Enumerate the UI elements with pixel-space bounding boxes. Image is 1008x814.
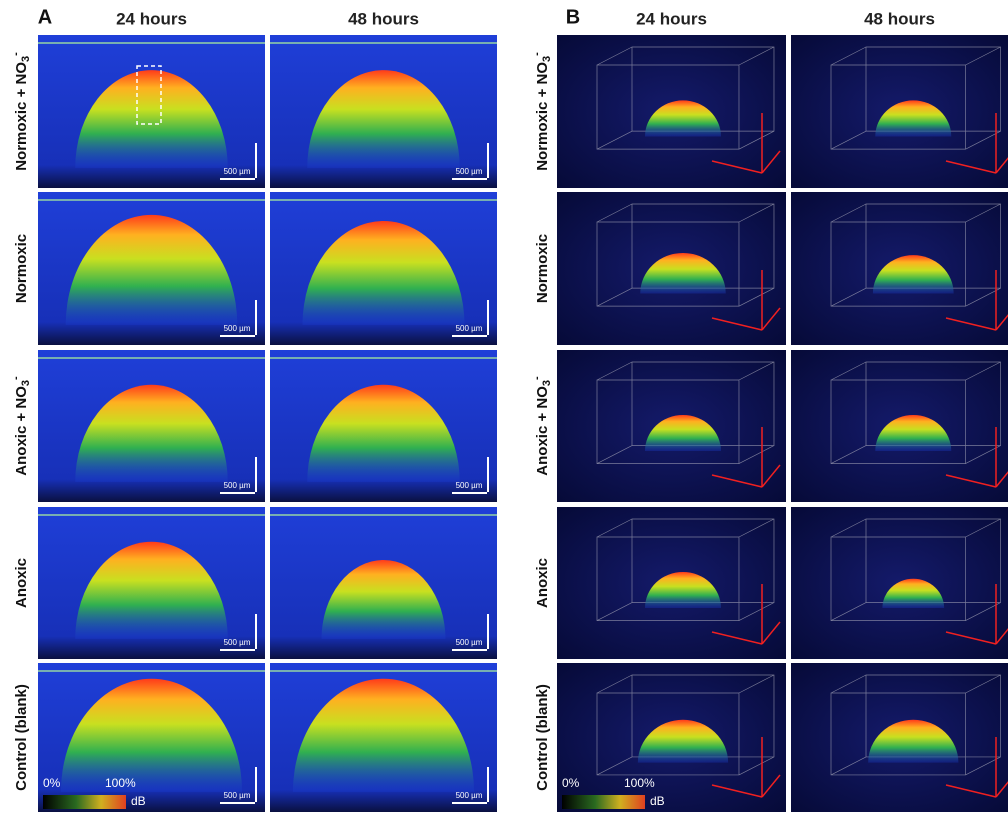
image-panel [557, 663, 786, 812]
scale-bar-label: 500 µm [456, 481, 483, 490]
scale-bar-label: 500 µm [456, 791, 483, 800]
colorbar-max: 100% [624, 776, 655, 790]
scale-bar-v [255, 767, 257, 802]
scale-bar-label: 500 µm [224, 324, 251, 333]
row-label-sup: - [10, 52, 22, 56]
row-label: Normoxic + NO3- [10, 52, 32, 171]
row-label: Normoxic [13, 234, 30, 303]
scale-bar-v [255, 300, 257, 335]
image-panel [791, 350, 1008, 502]
image-panel [557, 507, 786, 659]
panel-label: B [566, 6, 580, 28]
image-panel: 500 µm [38, 35, 265, 188]
row-label: Control (blank) [534, 684, 551, 791]
column-header: 24 hours [636, 9, 707, 28]
image-panel: 500 µm [270, 507, 497, 659]
image-panel [557, 35, 786, 188]
image-panel [557, 192, 786, 345]
scale-bar-label: 500 µm [224, 638, 251, 647]
image-panel [791, 507, 1008, 659]
panel-label: A [38, 6, 52, 28]
scale-bar-label: 500 µm [456, 324, 483, 333]
scale-bar-v [487, 457, 489, 492]
scale-bar-label: 500 µm [456, 638, 483, 647]
row-label-text: Normoxic [13, 234, 30, 303]
row-label-text: Normoxic + NO [534, 62, 551, 171]
row-label-text: Control (blank) [534, 684, 551, 791]
scale-bar-h [452, 178, 487, 180]
image-panel: 500 µm [38, 350, 265, 502]
row-label-sup: - [531, 376, 543, 380]
row-label: Anoxic [13, 558, 30, 608]
image-panel: 500 µm [270, 350, 497, 502]
row-label-text: Normoxic [534, 234, 551, 303]
column-header: 48 hours [348, 9, 419, 28]
image-panel [791, 192, 1008, 345]
image-panel: 500 µm [38, 663, 265, 812]
scale-bar-h [220, 649, 255, 651]
colorbar [43, 795, 126, 809]
colorbar-min: 0% [43, 776, 61, 790]
image-panel: 500 µm [270, 663, 497, 812]
colorbar-unit: dB [131, 794, 146, 808]
image-panel [557, 350, 786, 502]
row-label-text: Anoxic + NO [534, 386, 551, 476]
colorbar-unit: dB [650, 794, 665, 808]
scale-bar-h [452, 335, 487, 337]
scale-bar-h [452, 802, 487, 804]
scale-bar-h [220, 178, 255, 180]
image-panel: 500 µm [270, 35, 497, 188]
scale-bar-h [220, 802, 255, 804]
row-label-text: Normoxic + NO [13, 62, 30, 171]
figure: A 24 hours 48 hours Normoxic + NO3- 500 µm 50… [0, 0, 1008, 814]
image-panel: 500 µm [270, 192, 497, 345]
row-label: Anoxic [534, 558, 551, 608]
row-label-text: Anoxic [534, 558, 551, 608]
row-label-text: Anoxic [13, 558, 30, 608]
scale-bar-h [220, 492, 255, 494]
scale-bar-v [255, 143, 257, 178]
scale-bar-v [487, 614, 489, 649]
row-label-sup: - [531, 52, 543, 56]
scale-bar-v [255, 457, 257, 492]
scale-bar-h [220, 335, 255, 337]
row-label-text: Control (blank) [13, 684, 30, 791]
row-label: Control (blank) [13, 684, 30, 791]
row-label: Anoxic + NO3- [531, 376, 553, 476]
row-label: Anoxic + NO3- [10, 376, 32, 476]
scale-bar-h [452, 649, 487, 651]
image-panel: 500 µm [38, 507, 265, 659]
scale-bar-label: 500 µm [456, 167, 483, 176]
scale-bar-v [487, 143, 489, 178]
scale-bar-v [255, 614, 257, 649]
row-label: Normoxic + NO3- [531, 52, 553, 171]
scale-bar-label: 500 µm [224, 167, 251, 176]
scale-bar-label: 500 µm [224, 481, 251, 490]
colorbar-min: 0% [562, 776, 580, 790]
image-panel: 500 µm [38, 192, 265, 345]
column-header: 48 hours [864, 9, 935, 28]
row-label-text: Anoxic + NO [13, 386, 30, 476]
column-header: 24 hours [116, 9, 187, 28]
colorbar [562, 795, 645, 809]
scale-bar-h [452, 492, 487, 494]
scale-bar-label: 500 µm [224, 791, 251, 800]
image-panel [791, 663, 1008, 812]
colorbar-max: 100% [105, 776, 136, 790]
scale-bar-v [487, 767, 489, 802]
row-label-sup: - [10, 376, 22, 380]
scale-bar-v [487, 300, 489, 335]
image-panel [791, 35, 1008, 188]
row-label: Normoxic [534, 234, 551, 303]
